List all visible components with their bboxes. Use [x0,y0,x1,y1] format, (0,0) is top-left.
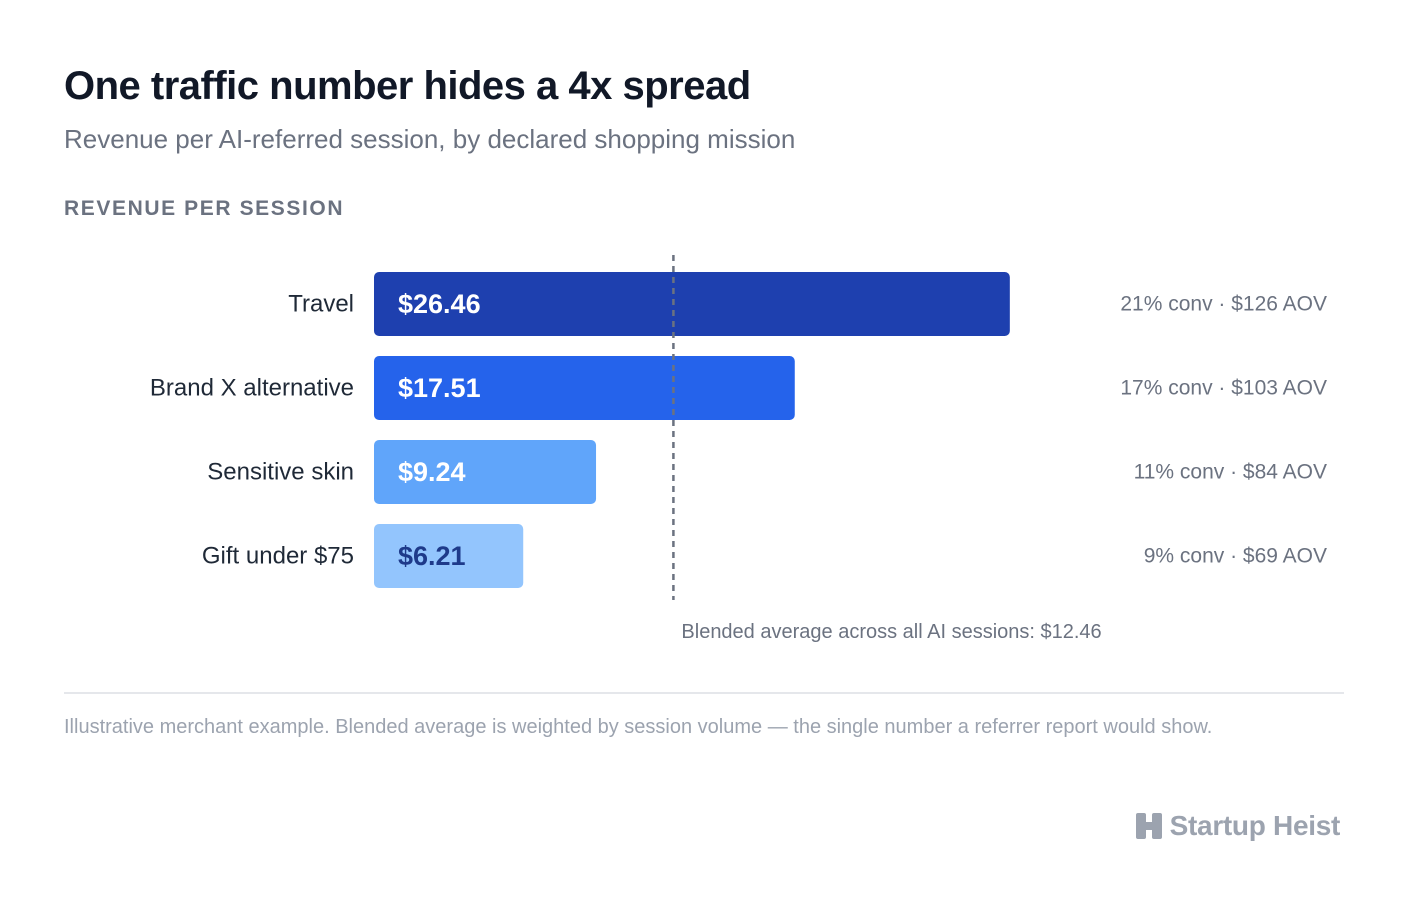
chart-title: One traffic number hides a 4x spread [64,64,751,108]
divider [64,692,1344,694]
category-label: Brand X alternative [150,375,354,402]
bar-2 [374,356,795,420]
chart-subtitle: Revenue per AI-referred session, by decl… [64,124,796,154]
category-label: Travel [288,291,354,318]
footnote: Illustrative merchant example. Blended a… [64,716,1213,738]
conversion-note: 11% conv · $84 AOV [1134,461,1327,484]
bar-3 [374,440,597,504]
bar-chart: Travel $26.46 21% conv · $126 AOV Brand X a… [150,255,1327,643]
section-label: REVENUE PER SESSION [64,197,345,220]
brand-name: Startup Heist [1169,810,1341,841]
bar-1 [374,272,1010,336]
bar-4 [374,524,524,588]
bar-value-label: $9.24 [398,457,466,487]
bar-value-label: $6.21 [398,541,466,571]
building-icon [1135,813,1162,839]
conversion-note: 9% conv · $69 AOV [1144,545,1327,568]
reference-line-label: Blended average across all AI sessions: … [681,621,1101,643]
conversion-note: 21% conv · $126 AOV [1120,293,1327,316]
conversion-note: 17% conv · $103 AOV [1120,377,1327,400]
bar-value-label: $17.51 [398,373,481,403]
bar-value-label: $26.46 [398,289,481,319]
category-label: Gift under $75 [202,543,354,570]
brand-logo: Startup Heist [1135,806,1341,846]
category-label: Sensitive skin [207,459,354,486]
